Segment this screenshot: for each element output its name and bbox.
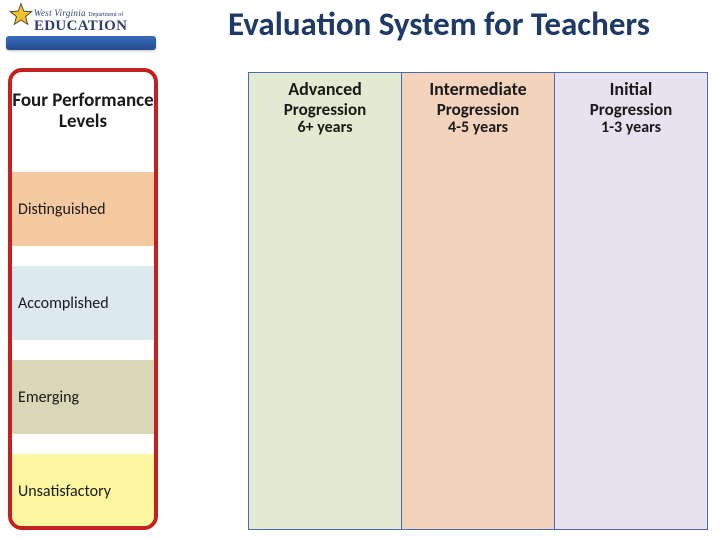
logo-line2: EDUCATION (34, 21, 127, 32)
col-sub2: 4-5 years (406, 119, 550, 137)
col-advanced-head: Advanced Progression 6+ years (249, 73, 401, 138)
col-sub1: Progression (406, 100, 550, 120)
progression-columns: Advanced Progression 6+ years Intermedia… (248, 72, 708, 530)
col-title: Intermediate (406, 79, 550, 100)
card-gap (12, 152, 154, 172)
col-intermediate-head: Intermediate Progression 4-5 years (402, 73, 554, 138)
col-initial-head: Initial Progression 1-3 years (555, 73, 707, 138)
col-sub2: 1-3 years (559, 119, 703, 137)
col-initial: Initial Progression 1-3 years (554, 72, 708, 530)
col-title: Advanced (253, 79, 397, 100)
wv-education-logo: West Virginia Department of EDUCATION (6, 2, 156, 50)
card-gap (12, 434, 154, 454)
level-distinguished: Distinguished (12, 172, 154, 246)
page-title: Evaluation System for Teachers (166, 4, 712, 44)
col-sub2: 6+ years (253, 119, 397, 137)
col-intermediate: Intermediate Progression 4-5 years (401, 72, 554, 530)
level-accomplished: Accomplished (12, 266, 154, 340)
performance-levels-card: Four Performance Levels Distinguished Ac… (8, 68, 158, 530)
level-emerging: Emerging (12, 360, 154, 434)
logo-bar (6, 36, 156, 50)
level-unsatisfactory: Unsatisfactory (12, 454, 154, 528)
col-advanced: Advanced Progression 6+ years (248, 72, 401, 530)
card-gap (12, 246, 154, 266)
col-sub1: Progression (559, 100, 703, 120)
col-sub1: Progression (253, 100, 397, 120)
col-title: Initial (559, 79, 703, 100)
logo-text: West Virginia Department of EDUCATION (34, 8, 127, 32)
star-icon (8, 2, 34, 28)
performance-levels-header: Four Performance Levels (12, 72, 154, 152)
logo-line1-prefix: West Virginia (34, 8, 86, 18)
card-gap (12, 340, 154, 360)
